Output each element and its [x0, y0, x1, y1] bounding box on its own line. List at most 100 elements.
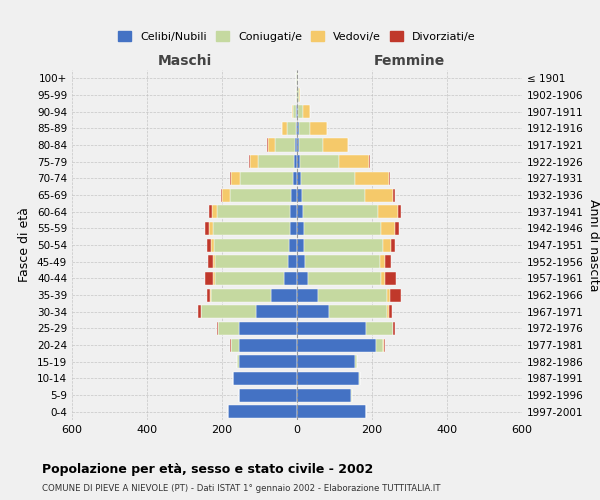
Bar: [377, 205, 398, 218]
Bar: [398, 205, 401, 218]
Bar: [382, 272, 385, 285]
Bar: [387, 288, 390, 302]
Bar: [298, 88, 299, 102]
Bar: [227, 405, 297, 418]
Bar: [297, 172, 301, 185]
Bar: [389, 305, 392, 318]
Bar: [250, 155, 259, 168]
Y-axis label: Fasce di età: Fasce di età: [19, 208, 31, 282]
Text: COMUNE DI PIEVE A NIEVOLE (PT) - Dati ISTAT 1° gennaio 2002 - Elaborazione TUTTI: COMUNE DI PIEVE A NIEVOLE (PT) - Dati IS…: [42, 484, 440, 493]
Bar: [209, 288, 211, 302]
Bar: [211, 288, 271, 302]
Bar: [214, 238, 289, 252]
Bar: [394, 188, 395, 202]
Bar: [239, 322, 297, 335]
Bar: [229, 172, 230, 185]
Bar: [329, 305, 387, 318]
Bar: [218, 322, 239, 335]
Bar: [221, 188, 222, 202]
Bar: [299, 138, 323, 151]
Bar: [295, 138, 297, 151]
Legend: Celibi/Nubili, Coniugati/e, Vedovi/e, Divorziati/e: Celibi/Nubili, Coniugati/e, Vedovi/e, Di…: [114, 26, 480, 46]
Bar: [395, 222, 398, 235]
Bar: [229, 188, 292, 202]
Bar: [296, 122, 297, 135]
Bar: [376, 338, 383, 351]
Bar: [294, 155, 297, 168]
Bar: [355, 355, 357, 368]
Bar: [297, 322, 367, 335]
Bar: [365, 188, 394, 202]
Bar: [297, 338, 376, 351]
Bar: [212, 205, 217, 218]
Bar: [297, 388, 352, 402]
Bar: [212, 222, 290, 235]
Bar: [297, 105, 298, 118]
Bar: [317, 288, 387, 302]
Bar: [217, 322, 218, 335]
Bar: [297, 288, 317, 302]
Bar: [215, 255, 287, 268]
Bar: [299, 88, 301, 102]
Bar: [367, 322, 392, 335]
Bar: [206, 288, 209, 302]
Bar: [387, 305, 389, 318]
Bar: [302, 105, 310, 118]
Bar: [205, 222, 209, 235]
Bar: [297, 255, 305, 268]
Bar: [287, 255, 297, 268]
Bar: [297, 272, 308, 285]
Bar: [213, 272, 215, 285]
Bar: [293, 172, 297, 185]
Bar: [380, 255, 385, 268]
Bar: [302, 188, 365, 202]
Bar: [232, 338, 239, 351]
Bar: [287, 122, 296, 135]
Bar: [284, 272, 297, 285]
Bar: [292, 188, 297, 202]
Bar: [297, 372, 359, 385]
Bar: [207, 238, 211, 252]
Bar: [208, 255, 212, 268]
Bar: [205, 272, 213, 285]
Bar: [323, 138, 347, 151]
Bar: [209, 222, 212, 235]
Bar: [310, 122, 326, 135]
Bar: [239, 355, 297, 368]
Bar: [297, 355, 355, 368]
Bar: [383, 338, 384, 351]
Bar: [389, 172, 390, 185]
Bar: [217, 205, 290, 218]
Bar: [212, 255, 215, 268]
Bar: [340, 155, 370, 168]
Bar: [230, 172, 240, 185]
Bar: [271, 288, 297, 302]
Bar: [304, 222, 380, 235]
Bar: [300, 155, 340, 168]
Bar: [268, 138, 275, 151]
Bar: [297, 138, 299, 151]
Bar: [384, 338, 385, 351]
Bar: [239, 338, 297, 351]
Bar: [297, 122, 299, 135]
Bar: [301, 172, 355, 185]
Bar: [289, 238, 297, 252]
Bar: [230, 338, 231, 351]
Bar: [282, 122, 287, 135]
Bar: [239, 388, 297, 402]
Bar: [298, 105, 302, 118]
Bar: [308, 272, 382, 285]
Bar: [297, 188, 302, 202]
Bar: [390, 288, 401, 302]
Bar: [391, 238, 395, 252]
Bar: [202, 305, 256, 318]
Text: Femmine: Femmine: [374, 54, 445, 68]
Bar: [296, 105, 297, 118]
Y-axis label: Anni di nascita: Anni di nascita: [587, 198, 600, 291]
Bar: [290, 222, 297, 235]
Bar: [259, 155, 294, 168]
Bar: [293, 105, 296, 118]
Bar: [233, 372, 297, 385]
Bar: [355, 172, 389, 185]
Text: Popolazione per età, sesso e stato civile - 2002: Popolazione per età, sesso e stato civil…: [42, 462, 373, 475]
